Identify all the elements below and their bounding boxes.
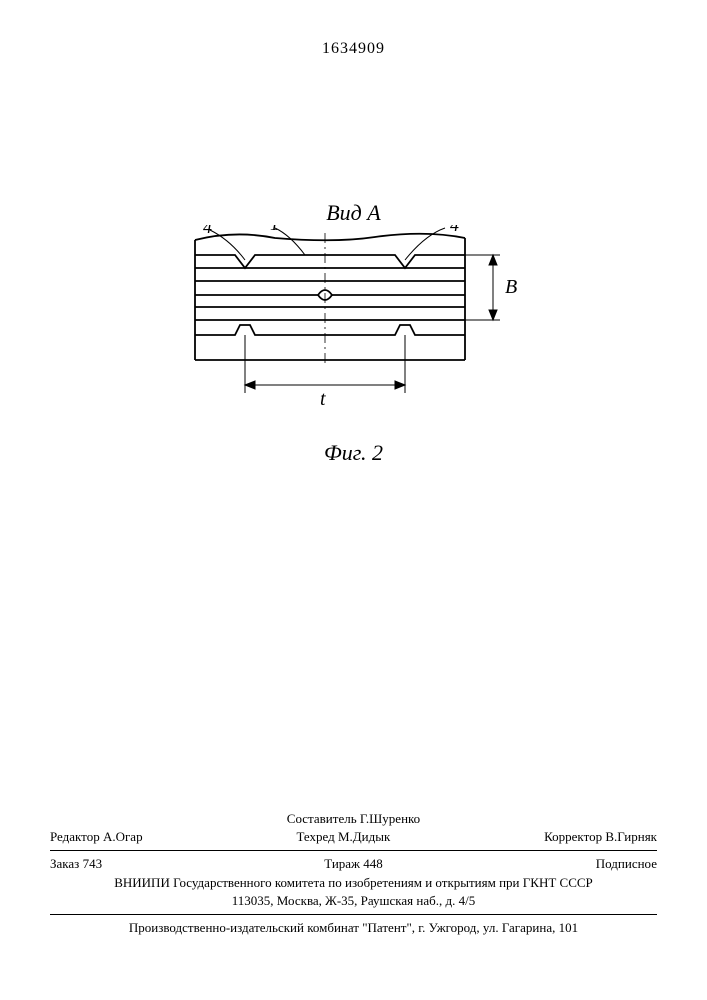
callout-4-right: 4: [450, 225, 459, 235]
vniipi-line: ВНИИПИ Государственного комитета по изоб…: [50, 874, 657, 892]
divider-1: [50, 850, 657, 851]
divider-2: [50, 914, 657, 915]
figure-2: 4 1 4 В t: [175, 225, 535, 425]
page: 1634909 Вид А: [0, 0, 707, 1000]
tirazh: Тираж 448: [252, 855, 454, 873]
order-row: Заказ 743 Тираж 448 Подписное: [50, 855, 657, 873]
compiler-line: Составитель Г.Шуренко: [50, 810, 657, 828]
corrector: Корректор В.Гирняк: [544, 828, 657, 846]
imprint-block: Составитель Г.Шуренко Редактор А.Огар Те…: [50, 810, 657, 937]
podpisnoe: Подписное: [455, 855, 657, 873]
callout-1: 1: [270, 225, 279, 234]
doc-number: 1634909: [0, 40, 707, 58]
editor: Редактор А.Огар: [50, 828, 143, 846]
publisher-line: Производственно-издательский комбинат "П…: [50, 919, 657, 937]
dim-t: t: [320, 388, 326, 410]
figure-svg: 4 1 4 В t: [175, 225, 535, 425]
view-label: Вид А: [0, 200, 707, 226]
address-line: 113035, Москва, Ж-35, Раушская наб., д. …: [50, 892, 657, 910]
tehred: Техред М.Дидык: [296, 828, 390, 846]
order: Заказ 743: [50, 855, 252, 873]
dim-B: В: [505, 276, 517, 298]
callout-4-left: 4: [203, 225, 212, 237]
figure-caption: Фиг. 2: [0, 440, 707, 466]
editors-row: Редактор А.Огар Техред М.Дидык Корректор…: [50, 828, 657, 846]
